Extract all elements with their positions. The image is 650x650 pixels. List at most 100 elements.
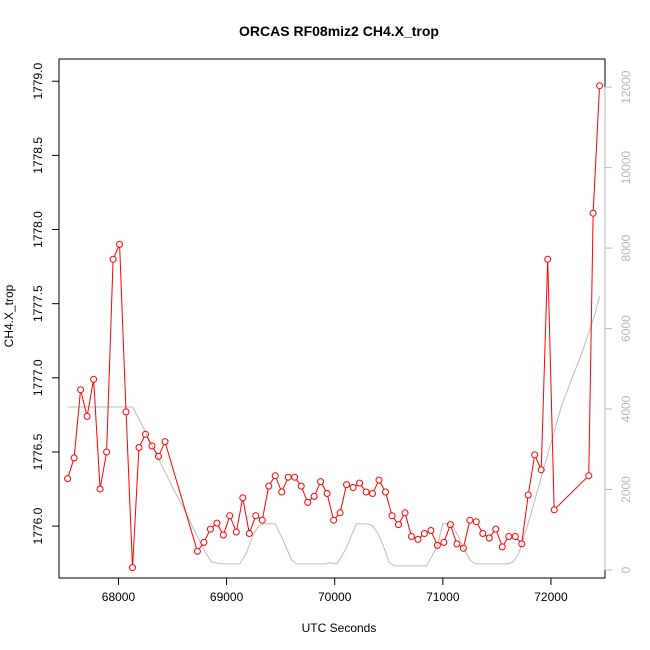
data-point xyxy=(511,533,519,540)
series-segment xyxy=(463,522,470,546)
series-segment xyxy=(159,444,165,454)
series-segment xyxy=(540,262,549,467)
data-point xyxy=(271,472,279,480)
data-point xyxy=(336,509,344,517)
data-point xyxy=(323,490,331,497)
series-segment xyxy=(477,524,482,532)
x-tick-label: 68000 xyxy=(102,590,136,604)
series-segment xyxy=(521,497,529,541)
data-point xyxy=(440,538,448,546)
series-segment xyxy=(139,436,145,446)
series-segment xyxy=(592,88,600,211)
series-segment xyxy=(269,477,275,484)
series-segment xyxy=(165,444,197,549)
series-segment xyxy=(450,527,457,542)
data-point xyxy=(375,476,383,484)
data-point xyxy=(109,255,117,263)
series-segment xyxy=(588,216,594,473)
data-point xyxy=(585,472,593,480)
data-point xyxy=(291,473,299,481)
data-point xyxy=(369,490,376,497)
series-segment xyxy=(431,533,437,543)
data-point xyxy=(408,533,415,540)
plot-border xyxy=(58,58,606,579)
series-segment xyxy=(153,448,158,455)
series-segment xyxy=(93,382,101,487)
data-point xyxy=(252,512,260,520)
series-segment xyxy=(405,515,412,534)
data-point xyxy=(382,488,389,496)
data-point xyxy=(116,240,123,248)
data-point xyxy=(161,438,169,446)
data-point xyxy=(64,475,72,483)
y-axis-label: CH4.X_trop xyxy=(2,284,16,347)
chart-title: ORCAS RF08miz2 CH4.X_trop xyxy=(239,23,439,39)
data-point xyxy=(362,488,370,496)
y-tick-label: 1776.5 xyxy=(31,433,45,470)
data-point xyxy=(427,527,435,534)
x-tick-label: 69000 xyxy=(210,590,244,604)
data-point xyxy=(544,255,552,263)
series-segment xyxy=(340,487,347,510)
data-point xyxy=(479,530,487,537)
data-point xyxy=(135,444,143,451)
series-segment xyxy=(125,414,133,565)
series-segment xyxy=(204,531,210,540)
data-point xyxy=(245,530,253,537)
data-point xyxy=(122,408,130,416)
y-tick-label: 1777.5 xyxy=(31,285,45,322)
series-segment xyxy=(296,479,300,484)
series-segment xyxy=(230,518,236,530)
y-tick-label: 1778.5 xyxy=(31,137,45,174)
data-point xyxy=(317,478,325,486)
data-point xyxy=(524,491,532,499)
series-segment xyxy=(373,482,379,492)
series-segment xyxy=(555,477,587,509)
data-point xyxy=(155,452,162,460)
data-point xyxy=(265,482,273,490)
data-point xyxy=(83,412,91,420)
data-point xyxy=(446,521,454,529)
data-point xyxy=(310,492,318,500)
data-point xyxy=(213,519,221,527)
data-point xyxy=(343,481,351,489)
data-point xyxy=(518,540,526,548)
x-axis-label: UTC Seconds xyxy=(302,621,377,635)
series-segment xyxy=(223,518,230,533)
series-segment xyxy=(314,484,320,494)
y2-tick-label: 4000 xyxy=(619,395,633,422)
data-point xyxy=(103,448,111,456)
series-segment xyxy=(217,525,223,533)
data-point xyxy=(70,454,78,462)
series-segment xyxy=(100,454,107,487)
series-segment xyxy=(503,538,508,545)
data-point xyxy=(356,479,364,487)
series-segment xyxy=(360,485,365,490)
data-point xyxy=(349,484,357,491)
y2-tick-label: 12000 xyxy=(619,70,633,104)
y2-tick-label: 6000 xyxy=(619,315,633,342)
data-point xyxy=(505,533,513,540)
y2-tick-label: 0 xyxy=(619,566,633,573)
data-point xyxy=(77,386,85,394)
data-point xyxy=(459,544,467,552)
series-segment xyxy=(146,436,151,444)
data-point xyxy=(129,564,136,572)
series-segment xyxy=(301,488,308,500)
series-segment xyxy=(335,514,339,519)
series-segment xyxy=(399,515,404,523)
series-segment xyxy=(444,527,450,540)
data-point xyxy=(498,543,506,551)
data-point xyxy=(472,518,480,526)
data-point xyxy=(96,485,104,493)
series-segment xyxy=(528,457,535,493)
series-segment xyxy=(547,262,555,507)
data-point xyxy=(414,535,422,543)
data-point xyxy=(219,531,227,539)
data-point xyxy=(148,442,156,450)
data-point xyxy=(304,498,312,506)
data-point xyxy=(420,530,428,537)
data-point xyxy=(226,512,234,520)
